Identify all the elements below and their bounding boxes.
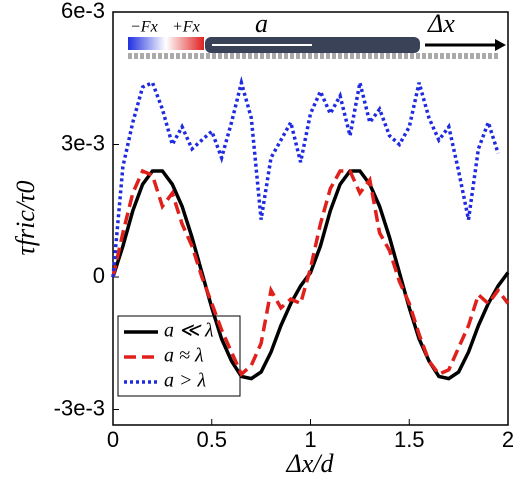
force-colorbar	[128, 37, 204, 50]
x-tick-label: 0.5	[196, 427, 227, 452]
legend-label: a ≈ λ	[164, 345, 204, 367]
y-tick-label: -3e-3	[54, 395, 105, 420]
y-tick-label: 6e-3	[61, 0, 105, 23]
annotation: Δx	[427, 9, 455, 38]
x-tick-label: 1	[304, 427, 316, 452]
x-tick-label: 0	[107, 427, 119, 452]
shift-arrow-head	[495, 39, 506, 51]
y-tick-label: 0	[93, 263, 105, 288]
annotation: +Fx	[172, 19, 200, 36]
inset: −Fx +Fx a Δx	[128, 9, 506, 59]
series-line	[111, 168, 510, 378]
slider-atoms	[205, 37, 420, 53]
series-line	[111, 75, 500, 278]
x-axis-label: Δx/d	[285, 449, 334, 478]
legend-label: a ≪ λ	[164, 320, 214, 342]
x-tick-label: 1.5	[394, 427, 425, 452]
legend-label: a > λ	[164, 370, 206, 392]
y-axis-label: τfric/τ0	[11, 181, 40, 256]
annotation: a	[255, 9, 268, 38]
annotation: −Fx	[130, 19, 158, 36]
y-tick-label: 3e-3	[61, 130, 105, 155]
x-tick-label: 2	[502, 427, 514, 452]
